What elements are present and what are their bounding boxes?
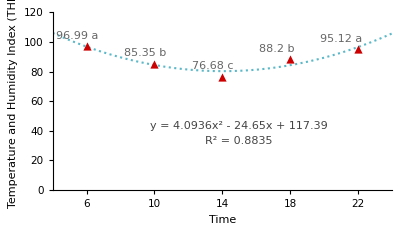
X-axis label: Time: Time bbox=[208, 215, 236, 225]
Text: 96.99 a: 96.99 a bbox=[56, 31, 98, 41]
Text: 76.68 c: 76.68 c bbox=[192, 61, 233, 71]
Text: 85.35 b: 85.35 b bbox=[124, 48, 166, 58]
Point bbox=[83, 45, 90, 48]
Text: 95.12 a: 95.12 a bbox=[320, 34, 363, 44]
Point bbox=[287, 58, 293, 61]
Point bbox=[219, 75, 225, 78]
Point bbox=[354, 47, 361, 51]
Y-axis label: Temperature and Humidity Index (THI): Temperature and Humidity Index (THI) bbox=[8, 0, 18, 209]
Point bbox=[151, 62, 158, 65]
Text: 88.2 b: 88.2 b bbox=[260, 44, 295, 54]
Text: y = 4.0936x² - 24.65x + 117.39
R² = 0.8835: y = 4.0936x² - 24.65x + 117.39 R² = 0.88… bbox=[150, 121, 328, 146]
